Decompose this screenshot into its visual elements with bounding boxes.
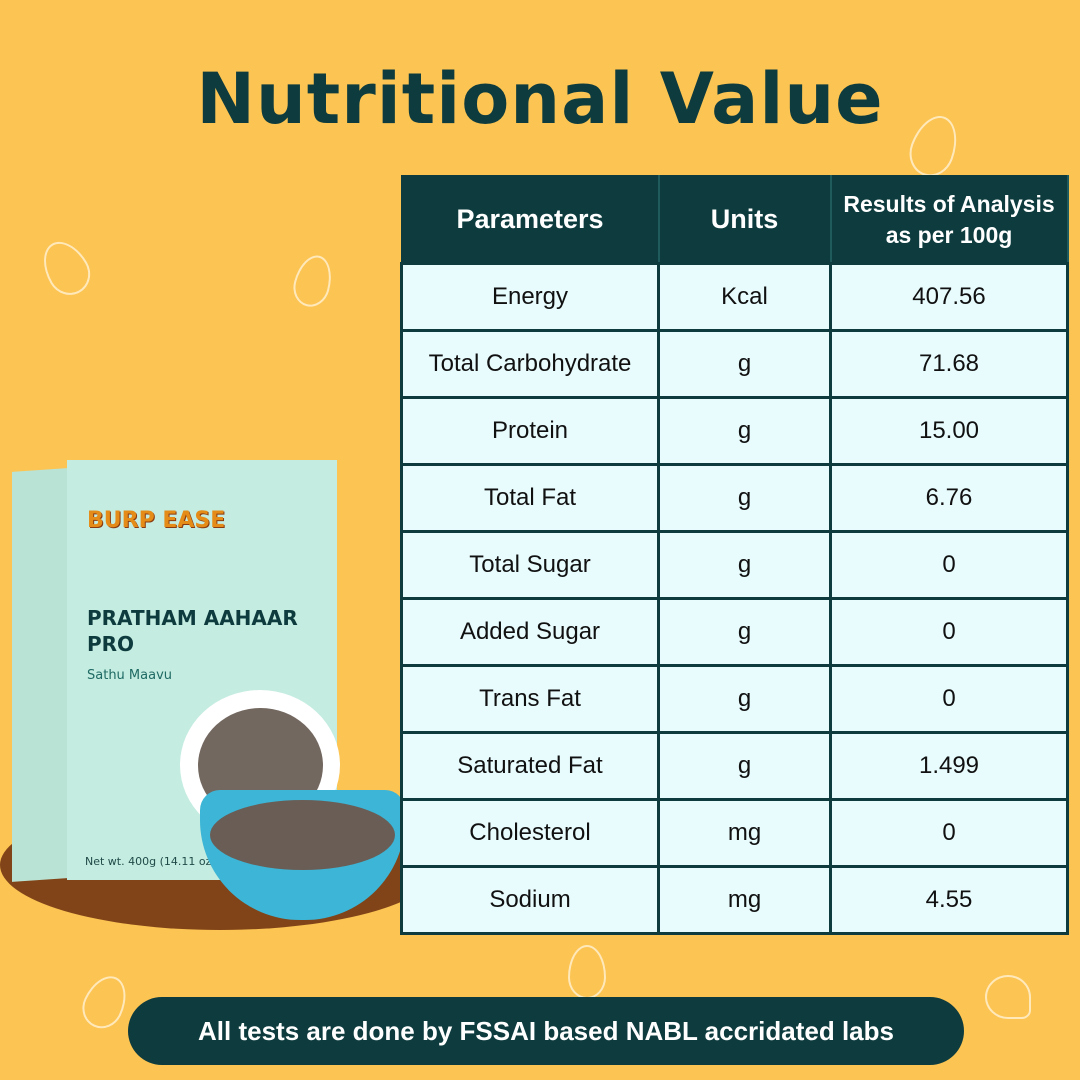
- table-row: Added Sugar g 0: [400, 597, 1069, 667]
- cell-parameter: Energy: [400, 262, 660, 332]
- cell-unit: g: [657, 463, 832, 533]
- header-results: Results of Analysis as per 100g: [829, 175, 1069, 265]
- cell-value: 0: [829, 530, 1069, 600]
- cell-value: 1.499: [829, 731, 1069, 801]
- cell-unit: mg: [657, 798, 832, 868]
- cashew-doodle-icon: [985, 975, 1031, 1019]
- almond-doodle-icon: [75, 969, 135, 1035]
- product-variant: Sathu Maavu: [87, 668, 173, 683]
- product-name: PRATHAM AAHAAR PRO: [87, 606, 298, 656]
- header-parameters: Parameters: [400, 175, 660, 265]
- cell-unit: g: [657, 329, 832, 399]
- table-row: Cholesterol mg 0: [400, 798, 1069, 868]
- cell-value: 71.68: [829, 329, 1069, 399]
- cell-unit: g: [657, 396, 832, 466]
- cell-parameter: Added Sugar: [400, 597, 660, 667]
- footer-banner: All tests are done by FSSAI based NABL a…: [128, 997, 964, 1065]
- cell-unit: g: [657, 731, 832, 801]
- pistachio-doodle-icon: [288, 251, 338, 311]
- cell-unit: g: [657, 664, 832, 734]
- cell-value: 0: [829, 597, 1069, 667]
- cell-value: 0: [829, 798, 1069, 868]
- cell-parameter: Cholesterol: [400, 798, 660, 868]
- porridge-bowl-image: [200, 790, 405, 920]
- cell-parameter: Total Sugar: [400, 530, 660, 600]
- header-units: Units: [657, 175, 832, 265]
- cell-value: 6.76: [829, 463, 1069, 533]
- brand-logo: BURP EASE: [87, 508, 226, 533]
- cell-parameter: Protein: [400, 396, 660, 466]
- table-row: Protein g 15.00: [400, 396, 1069, 466]
- cell-unit: Kcal: [657, 262, 832, 332]
- cell-value: 0: [829, 664, 1069, 734]
- table-row: Energy Kcal 407.56: [400, 262, 1069, 332]
- nutrition-table: Parameters Units Results of Analysis as …: [400, 175, 1069, 935]
- cell-parameter: Total Carbohydrate: [400, 329, 660, 399]
- table-row: Total Sugar g 0: [400, 530, 1069, 600]
- cell-value: 4.55: [829, 865, 1069, 935]
- cell-unit: g: [657, 530, 832, 600]
- cell-parameter: Total Fat: [400, 463, 660, 533]
- page-title: Nutritional Value: [196, 58, 884, 140]
- table-row: Trans Fat g 0: [400, 664, 1069, 734]
- cell-unit: g: [657, 597, 832, 667]
- cell-parameter: Trans Fat: [400, 664, 660, 734]
- net-weight: Net wt. 400g (14.11 oz): [85, 855, 216, 868]
- cell-value: 407.56: [829, 262, 1069, 332]
- table-row: Total Carbohydrate g 71.68: [400, 329, 1069, 399]
- cell-parameter: Saturated Fat: [400, 731, 660, 801]
- cell-parameter: Sodium: [400, 865, 660, 935]
- table-row: Sodium mg 4.55: [400, 865, 1069, 935]
- cell-value: 15.00: [829, 396, 1069, 466]
- table-header-row: Parameters Units Results of Analysis as …: [400, 175, 1069, 265]
- table-row: Total Fat g 6.76: [400, 463, 1069, 533]
- pistachio-doodle-icon: [568, 945, 606, 999]
- cell-unit: mg: [657, 865, 832, 935]
- almond-doodle-icon: [33, 233, 99, 303]
- table-row: Saturated Fat g 1.499: [400, 731, 1069, 801]
